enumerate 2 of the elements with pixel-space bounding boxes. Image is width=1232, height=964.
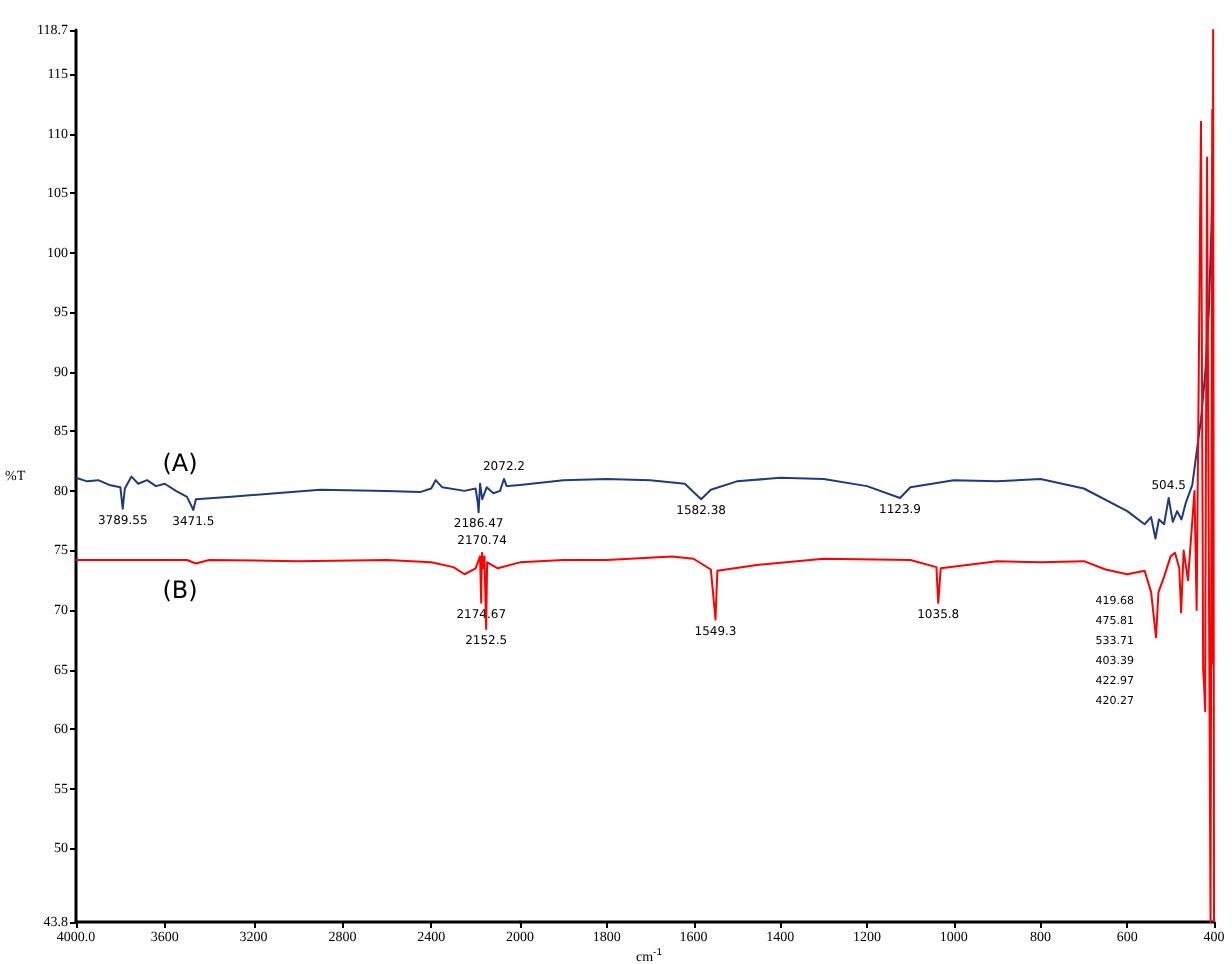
annotation: (B) — [162, 575, 198, 604]
annotation: (A) — [162, 448, 198, 477]
